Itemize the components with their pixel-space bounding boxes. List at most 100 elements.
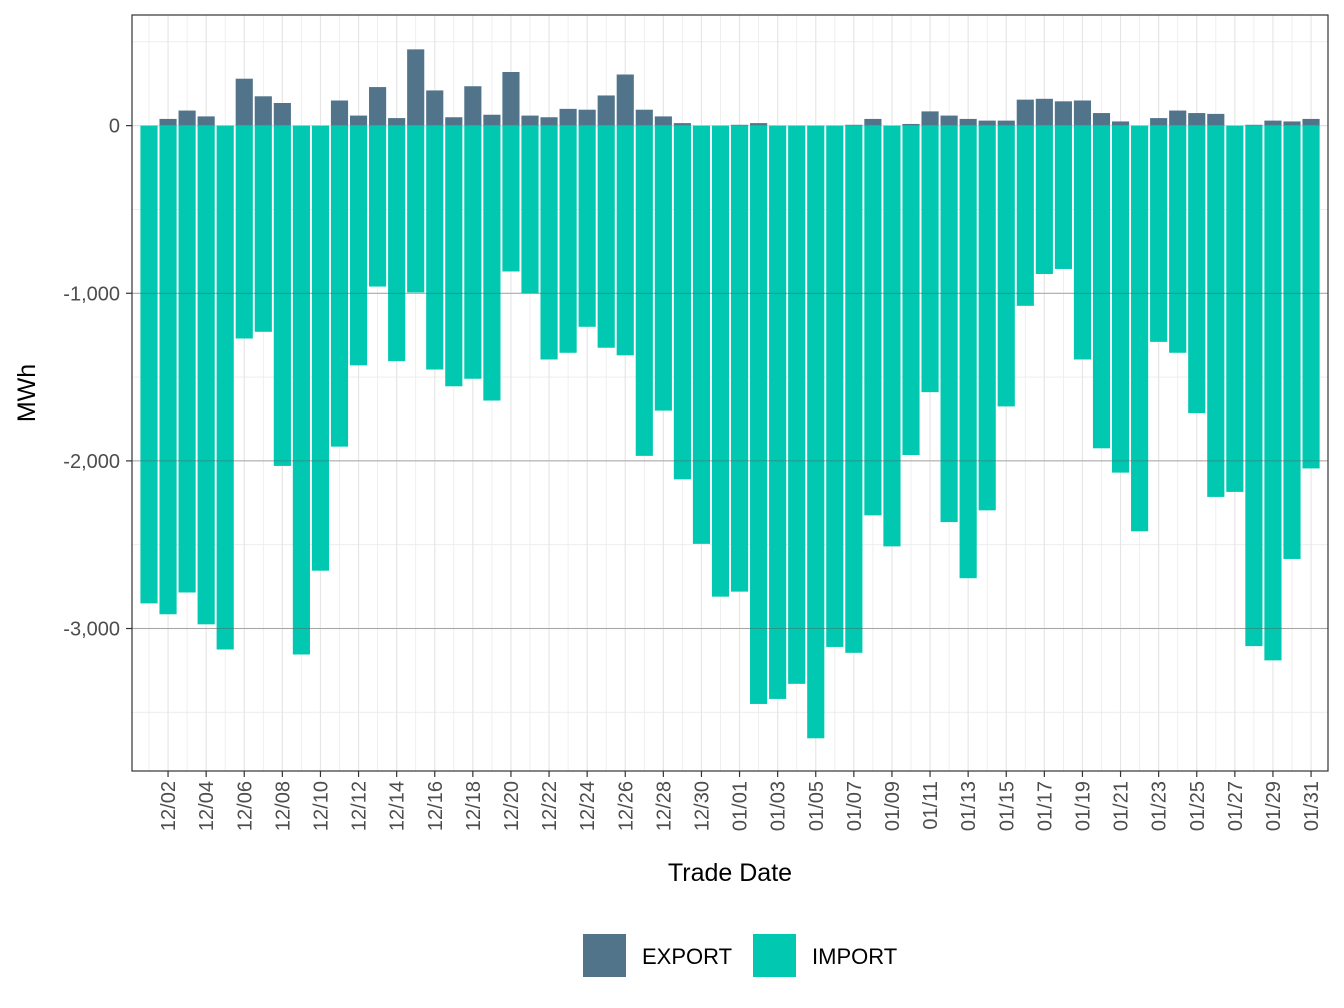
y-axis: 0 -1,000 -2,000 -3,000	[63, 116, 132, 641]
bar-import-01-09	[883, 125, 901, 547]
bar-export-12-07	[254, 96, 272, 126]
bar-export-01-11	[921, 111, 939, 126]
bar-import-01-25	[1188, 125, 1206, 414]
legend-key-import	[753, 934, 796, 977]
bar-export-12-15	[407, 49, 425, 126]
bar-import-01-31	[1302, 125, 1320, 469]
x-tick-label: 12/06	[234, 781, 256, 831]
bar-import-12-11	[330, 125, 349, 447]
bar-import-01-28	[1245, 125, 1263, 647]
bar-import-01-06	[826, 125, 844, 647]
bar-import-12-09	[292, 125, 310, 655]
bar-import-12-28	[654, 125, 672, 411]
bar-import-12-15	[407, 125, 425, 293]
x-tick-label: 01/03	[768, 781, 790, 831]
bar-import-01-29	[1264, 125, 1282, 661]
x-tick-label: 01/23	[1149, 781, 1171, 831]
bars	[132, 49, 1328, 739]
bar-export-12-23	[559, 108, 577, 126]
bar-import-01-24	[1169, 125, 1187, 353]
bar-export-12-08	[273, 103, 291, 126]
bar-export-12-29	[673, 123, 691, 126]
bar-export-12-13	[369, 87, 387, 126]
x-tick-label: 01/17	[1034, 781, 1056, 831]
x-tick-label: 12/30	[691, 781, 713, 831]
legend-label-export: EXPORT	[642, 944, 732, 969]
bar-export-01-30	[1283, 121, 1301, 126]
bar-export-01-20	[1092, 113, 1111, 126]
x-tick-label: 01/11	[920, 781, 942, 830]
bar-import-01-23	[1150, 125, 1168, 342]
x-tick-label: 12/08	[272, 781, 294, 831]
bar-export-12-16	[426, 90, 444, 126]
bar-export-01-28	[1245, 124, 1263, 126]
bar-import-01-07	[845, 125, 863, 653]
bar-export-01-02	[750, 123, 768, 126]
bar-import-12-14	[388, 125, 406, 362]
bar-import-12-08	[273, 125, 291, 466]
x-tick-label: 12/04	[196, 781, 218, 831]
y-tick-label: -1,000	[63, 283, 120, 305]
bar-import-01-19	[1073, 125, 1092, 360]
bar-import-01-22	[1131, 125, 1149, 532]
bar-export-12-03	[178, 110, 196, 126]
x-tick-label: 12/28	[653, 781, 675, 831]
bar-import-01-03	[769, 125, 787, 699]
bar-export-12-20	[502, 71, 520, 126]
bar-import-12-06	[235, 125, 253, 339]
bar-export-01-19	[1073, 100, 1092, 126]
bar-export-12-12	[349, 115, 368, 126]
bar-import-12-31	[711, 125, 730, 597]
bar-import-01-13	[959, 125, 977, 579]
bar-export-01-24	[1169, 110, 1187, 126]
x-tick-label: 12/16	[425, 781, 447, 831]
x-axis-title: Trade Date	[668, 859, 792, 887]
bar-export-12-17	[445, 117, 463, 126]
bar-import-12-26	[616, 125, 634, 356]
x-tick-label: 12/12	[349, 781, 371, 831]
y-axis-title: MWh	[13, 364, 41, 422]
bar-export-12-18	[464, 86, 482, 126]
bar-export-12-27	[635, 109, 653, 126]
bar-export-12-21	[521, 115, 539, 126]
bar-import-12-19	[483, 125, 501, 401]
bar-import-12-01	[140, 125, 158, 604]
bar-import-01-18	[1054, 125, 1072, 269]
y-tick-label: 0	[109, 116, 120, 138]
bar-export-12-02	[159, 118, 177, 126]
bar-import-12-16	[426, 125, 444, 370]
x-tick-label: 01/27	[1225, 781, 1247, 831]
bar-export-01-07	[845, 124, 863, 126]
x-tick-label: 01/15	[996, 781, 1018, 831]
bar-import-12-10	[311, 125, 330, 571]
bar-import-12-20	[502, 125, 520, 272]
bar-import-12-25	[597, 125, 615, 348]
bar-import-01-02	[750, 125, 768, 704]
y-tick-label: -3,000	[63, 619, 120, 641]
bar-import-12-04	[197, 125, 215, 625]
bar-import-12-17	[445, 125, 463, 387]
bar-import-01-17	[1035, 125, 1053, 274]
bar-import-01-26	[1207, 125, 1225, 497]
bar-import-12-24	[578, 125, 596, 327]
bar-export-01-08	[864, 118, 882, 126]
x-tick-label: 01/13	[958, 781, 980, 831]
bar-export-12-06	[235, 78, 253, 126]
bar-export-01-31	[1302, 118, 1320, 126]
panel-border	[131, 14, 1329, 772]
bar-import-01-12	[940, 125, 958, 523]
bar-import-12-30	[692, 125, 711, 544]
bar-import-12-29	[673, 125, 691, 480]
bar-import-01-20	[1092, 125, 1111, 449]
bar-export-12-26	[616, 74, 634, 126]
bar-import-01-04	[788, 125, 806, 684]
bar-import-01-10	[902, 125, 920, 456]
bar-export-01-18	[1054, 101, 1072, 126]
legend: EXPORT IMPORT	[583, 934, 897, 977]
bar-export-12-14	[388, 118, 406, 126]
bar-export-01-15	[997, 120, 1015, 126]
bar-export-01-17	[1035, 98, 1053, 126]
bar-export-01-21	[1111, 121, 1130, 126]
bar-import-01-27	[1226, 125, 1244, 492]
